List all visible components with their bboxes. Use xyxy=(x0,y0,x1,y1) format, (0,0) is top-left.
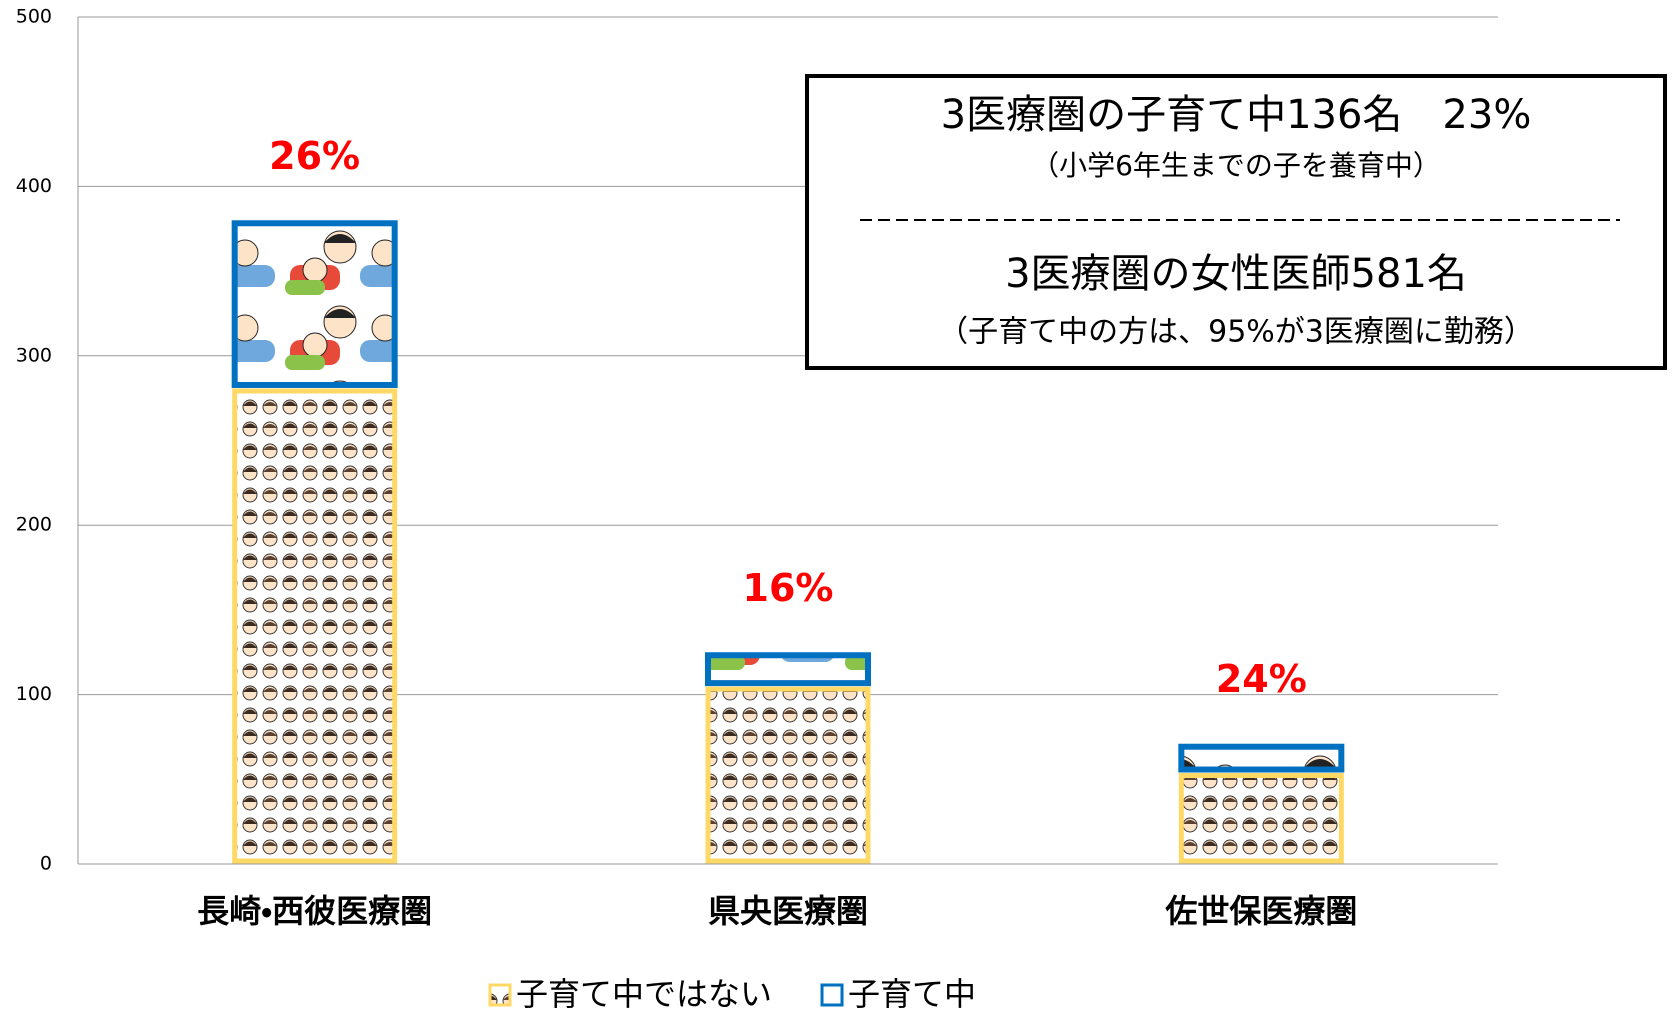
y-tick-label: 500 xyxy=(16,6,52,28)
bar-segment xyxy=(235,223,395,385)
box-line: （小学6年生までの子を養育中） xyxy=(1031,149,1441,182)
percent-label: 24% xyxy=(1216,657,1307,701)
x-tick-label: 佐世保医療圏 xyxy=(1164,892,1357,930)
bar-segment xyxy=(235,391,395,861)
legend-label: 子育て中ではない xyxy=(516,975,772,1013)
annotation-box: 3医療圏の子育て中136名 23% （小学6年生までの子を養育中） 3医療圏の女… xyxy=(807,76,1665,368)
legend-swatch xyxy=(822,985,842,1005)
bar-segment xyxy=(708,655,868,683)
box-line: （子育て中の方は、95%が3医療圏に勤務） xyxy=(938,315,1534,350)
x-tick-label: 県央医療圏 xyxy=(708,892,868,930)
legend-swatch xyxy=(490,985,510,1005)
percent-label: 26% xyxy=(269,134,360,178)
y-tick-label: 200 xyxy=(16,514,52,536)
box-line: 3医療圏の子育て中136名 23% xyxy=(941,92,1532,138)
bar-segment xyxy=(1181,776,1341,861)
legend-label: 子育て中 xyxy=(848,975,976,1013)
y-tick-label: 300 xyxy=(16,344,52,366)
y-tick-label: 0 xyxy=(40,853,52,875)
box-line: 3医療圏の女性医師581名 xyxy=(1005,251,1467,297)
x-tick-label: 長崎・西彼医療圏 xyxy=(197,892,432,930)
bar-segment xyxy=(1181,747,1341,770)
y-tick-label: 100 xyxy=(16,683,52,705)
bar-segment xyxy=(708,689,868,861)
chart: 0 100 200 300 400 500 26% 長崎・西彼医療圏 16% 県央医療圏 24% 佐世… xyxy=(0,0,1674,1014)
y-tick-label: 400 xyxy=(16,175,52,197)
percent-label: 16% xyxy=(743,566,834,610)
